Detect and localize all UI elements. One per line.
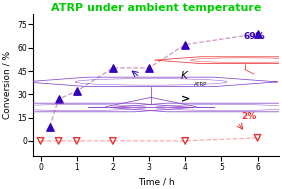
Point	[56, 139, 61, 142]
Point	[255, 32, 260, 35]
Point	[56, 98, 61, 101]
Text: 2%: 2%	[241, 112, 257, 121]
X-axis label: Time / h: Time / h	[138, 177, 175, 186]
Text: >: >	[181, 94, 190, 104]
Title: ATRP under ambient temperature: ATRP under ambient temperature	[51, 3, 261, 13]
Point	[38, 139, 43, 142]
Y-axis label: Conversion / %: Conversion / %	[3, 51, 12, 119]
Point	[111, 66, 115, 69]
Point	[47, 125, 52, 128]
Point	[183, 139, 188, 142]
Text: $\mathit{K}$: $\mathit{K}$	[180, 69, 189, 81]
Point	[111, 139, 115, 142]
Text: 69%: 69%	[244, 32, 265, 41]
Point	[147, 66, 151, 69]
Text: ATRP: ATRP	[194, 82, 207, 88]
Point	[255, 136, 260, 139]
Point	[74, 90, 79, 93]
Point	[183, 43, 188, 46]
Point	[74, 139, 79, 142]
